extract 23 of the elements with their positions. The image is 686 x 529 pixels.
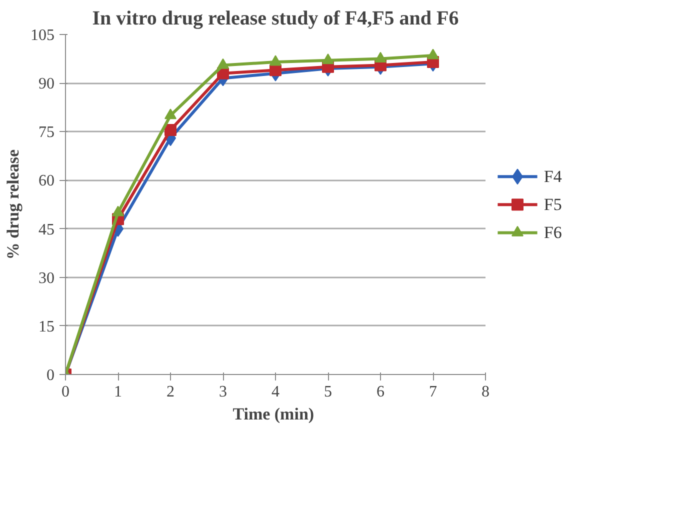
y-axis-title: % drug release	[4, 148, 22, 260]
legend-label: F5	[544, 195, 562, 214]
y-tick-label: 90	[38, 76, 54, 93]
chart-title: In vitro drug release study of F4,F5 and F6	[92, 8, 459, 30]
x-tick-label: 2	[166, 384, 174, 400]
x-tick-label: 3	[219, 384, 227, 400]
y-tick-label: 0	[46, 367, 54, 384]
y-tick-label: 60	[38, 172, 54, 190]
legend-label: F4	[544, 167, 562, 186]
x-tick-label: 7	[429, 384, 437, 400]
x-axis-title: Time (min)	[232, 404, 314, 424]
x-tick-label: 0	[62, 384, 70, 400]
x-tick-label: 8	[482, 384, 490, 400]
y-tick-label: 45	[38, 221, 54, 238]
y-tick-label: 75	[38, 124, 54, 142]
y-tick-label: 105	[30, 27, 54, 44]
x-tick-label: 5	[324, 384, 332, 400]
x-tick-label: 1	[114, 384, 122, 400]
x-tick-label: 4	[272, 384, 280, 400]
y-tick-label: 30	[38, 270, 54, 287]
x-tick-label: 6	[376, 384, 384, 400]
legend-label: F6	[544, 223, 562, 242]
y-tick-label: 15	[38, 318, 54, 336]
